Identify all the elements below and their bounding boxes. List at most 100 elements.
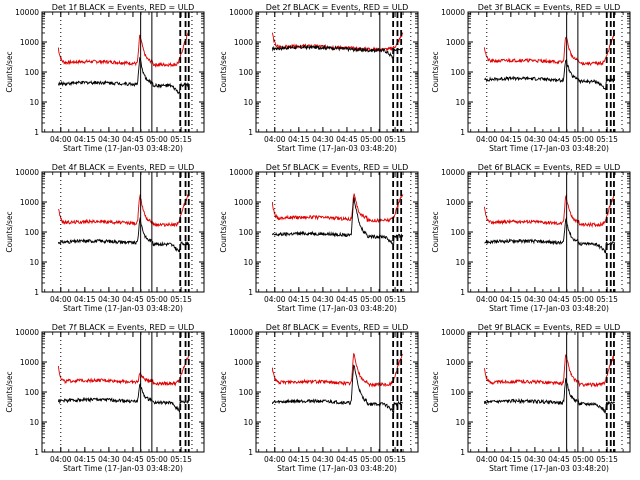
uld-series-line	[483, 353, 615, 388]
y-tick-label: 100	[25, 68, 40, 77]
x-tick-label: 04:00	[50, 135, 72, 144]
plot-frame	[467, 331, 631, 453]
events-series-line	[483, 377, 615, 414]
x-tick-label: 04:00	[50, 295, 72, 304]
x-tick-label: 04:30	[312, 295, 334, 304]
events-series-line	[57, 56, 189, 95]
x-tick-label: 04:45	[548, 455, 570, 464]
x-tick-label: 04:45	[122, 295, 144, 304]
events-series-line	[271, 197, 404, 247]
x-tick-label: 05:00	[360, 295, 382, 304]
x-tick-label: 04:30	[98, 135, 120, 144]
y-tick-label: 10	[243, 258, 253, 267]
x-tick-label: 04:45	[122, 455, 144, 464]
x-tick-label: 05:00	[146, 295, 168, 304]
x-tick-label: 04:15	[74, 455, 96, 464]
panel-title: Det 4f BLACK = Events, RED = ULD	[52, 163, 195, 172]
y-tick-label: 100	[239, 68, 254, 77]
x-tick-label: 04:00	[50, 455, 72, 464]
x-axis-label: Start Time (17-Jan-03 03:48:20)	[63, 304, 183, 313]
events-series-line	[271, 364, 404, 414]
uld-series-line	[58, 194, 190, 228]
x-tick-label: 04:15	[500, 455, 522, 464]
y-tick-label: 1	[248, 128, 253, 137]
y-tick-label: 10	[243, 418, 253, 427]
panel-title: Det 9f BLACK = Events, RED = ULD	[478, 323, 621, 332]
x-tick-label: 04:15	[288, 295, 310, 304]
x-tick-label: 04:45	[548, 135, 570, 144]
events-series-line	[484, 58, 616, 91]
x-tick-label: 05:00	[572, 295, 594, 304]
x-tick-label: 04:15	[288, 135, 310, 144]
x-tick-label: 04:00	[264, 135, 286, 144]
detector-panel-4: 1 10 100 1000 10000 04:00 04:15 04:30 04:45 05:00…	[5, 163, 205, 313]
x-axis-label: Start Time (17-Jan-03 03:48:20)	[277, 144, 397, 153]
detector-panel-2: 1 10 100 1000 10000 04:00 04:15 04:30 04:45 05:00…	[219, 3, 419, 153]
detector-panel-8: 1 10 100 1000 10000 04:00 04:15 04:30 04:45 05:00…	[219, 323, 419, 473]
y-tick-label: 1000	[234, 358, 253, 367]
events-series-line	[484, 216, 616, 254]
x-tick-label: 05:15	[170, 455, 192, 464]
events-series-line	[271, 44, 404, 62]
plot-frame	[467, 171, 631, 293]
y-tick-label: 1000	[446, 198, 465, 207]
x-tick-label: 05:15	[596, 135, 618, 144]
uld-series-line	[57, 355, 190, 387]
x-tick-label: 05:00	[572, 455, 594, 464]
x-tick-label: 05:00	[146, 135, 168, 144]
x-axis-label: Start Time (17-Jan-03 03:48:20)	[277, 464, 397, 473]
x-tick-label: 04:00	[476, 455, 498, 464]
y-tick-label: 1	[460, 288, 465, 297]
x-tick-label: 04:15	[500, 295, 522, 304]
y-tick-label: 10	[243, 98, 253, 107]
x-tick-label: 05:00	[572, 135, 594, 144]
y-tick-label: 10000	[15, 328, 39, 337]
x-tick-label: 04:30	[312, 455, 334, 464]
x-tick-label: 04:00	[264, 455, 286, 464]
uld-series-line	[271, 31, 404, 53]
y-axis-label: Counts/sec	[219, 51, 228, 92]
x-tick-label: 04:30	[524, 135, 546, 144]
uld-series-line	[57, 31, 190, 68]
y-tick-label: 10000	[441, 8, 465, 17]
y-tick-label: 100	[451, 228, 466, 237]
x-tick-label: 04:30	[524, 455, 546, 464]
uld-series-line	[483, 31, 616, 67]
detector-panel-9: 1 10 100 1000 10000 04:00 04:15 04:30 04:45 05:00…	[431, 323, 631, 473]
y-tick-label: 1	[248, 288, 253, 297]
x-tick-label: 04:15	[288, 455, 310, 464]
x-tick-label: 04:30	[98, 295, 120, 304]
uld-series-line	[483, 193, 616, 229]
y-tick-label: 10000	[229, 8, 253, 17]
detector-panel-5: 1 10 100 1000 10000 04:00 04:15 04:30 04:45 05:00…	[219, 163, 419, 313]
x-tick-label: 04:45	[336, 135, 358, 144]
y-tick-label: 10	[455, 98, 465, 107]
y-tick-label: 100	[451, 68, 466, 77]
y-tick-label: 10	[29, 98, 39, 107]
x-tick-label: 04:30	[98, 455, 120, 464]
x-tick-label: 04:45	[122, 135, 144, 144]
panel-title: Det 7f BLACK = Events, RED = ULD	[52, 323, 195, 332]
x-tick-label: 05:15	[384, 295, 406, 304]
y-axis-label: Counts/sec	[219, 211, 228, 252]
y-tick-label: 10000	[441, 328, 465, 337]
events-series-line	[57, 217, 190, 253]
y-tick-label: 1	[460, 128, 465, 137]
x-axis-label: Start Time (17-Jan-03 03:48:20)	[63, 464, 183, 473]
x-tick-label: 05:15	[170, 135, 192, 144]
y-tick-label: 1	[34, 128, 39, 137]
y-axis-label: Counts/sec	[5, 51, 14, 92]
y-tick-label: 100	[25, 228, 40, 237]
y-tick-label: 10	[29, 258, 39, 267]
x-tick-label: 04:00	[476, 295, 498, 304]
x-axis-label: Start Time (17-Jan-03 03:48:20)	[63, 144, 183, 153]
y-tick-label: 1	[34, 448, 39, 457]
detector-panel-3: 1 10 100 1000 10000 04:00 04:15 04:30 04:45 05:00…	[431, 3, 631, 153]
y-tick-label: 100	[239, 388, 254, 397]
detector-panel-1: 1 10 100 1000 10000 04:00 04:15 04:30 04:45 05:00…	[5, 3, 205, 153]
panel-title: Det 6f BLACK = Events, RED = ULD	[478, 163, 621, 172]
y-tick-label: 100	[25, 388, 40, 397]
y-axis-label: Counts/sec	[5, 211, 14, 252]
x-tick-label: 04:45	[336, 295, 358, 304]
x-tick-label: 05:15	[384, 135, 406, 144]
